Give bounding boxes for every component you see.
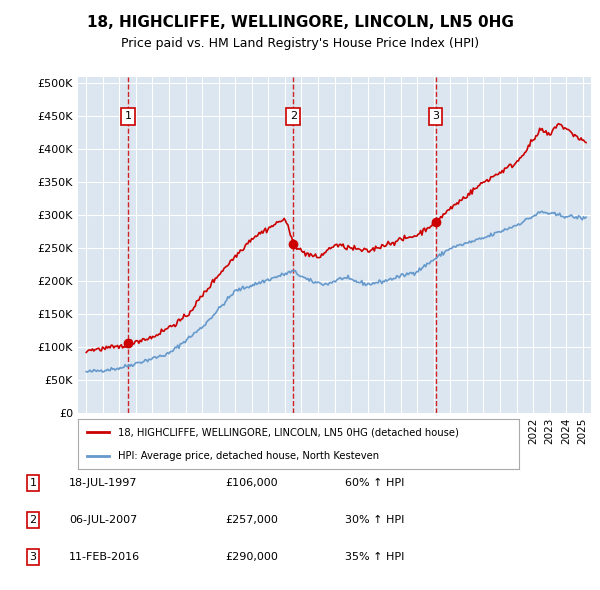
Text: 11-FEB-2016: 11-FEB-2016 [69,552,140,562]
Text: 3: 3 [432,112,439,122]
Text: £106,000: £106,000 [225,478,278,488]
Text: HPI: Average price, detached house, North Kesteven: HPI: Average price, detached house, Nort… [118,451,379,461]
Text: 18, HIGHCLIFFE, WELLINGORE, LINCOLN, LN5 0HG (detached house): 18, HIGHCLIFFE, WELLINGORE, LINCOLN, LN5… [118,427,458,437]
Text: £257,000: £257,000 [225,515,278,525]
Text: 2: 2 [29,515,37,525]
Text: 2: 2 [290,112,297,122]
Text: Price paid vs. HM Land Registry's House Price Index (HPI): Price paid vs. HM Land Registry's House … [121,37,479,50]
Text: 18-JUL-1997: 18-JUL-1997 [69,478,137,488]
Text: 35% ↑ HPI: 35% ↑ HPI [345,552,404,562]
Text: 18, HIGHCLIFFE, WELLINGORE, LINCOLN, LN5 0HG: 18, HIGHCLIFFE, WELLINGORE, LINCOLN, LN5… [86,15,514,30]
Text: 1: 1 [29,478,37,488]
Text: 60% ↑ HPI: 60% ↑ HPI [345,478,404,488]
Text: 06-JUL-2007: 06-JUL-2007 [69,515,137,525]
Text: 3: 3 [29,552,37,562]
Text: 30% ↑ HPI: 30% ↑ HPI [345,515,404,525]
Text: 1: 1 [125,112,132,122]
Text: £290,000: £290,000 [225,552,278,562]
